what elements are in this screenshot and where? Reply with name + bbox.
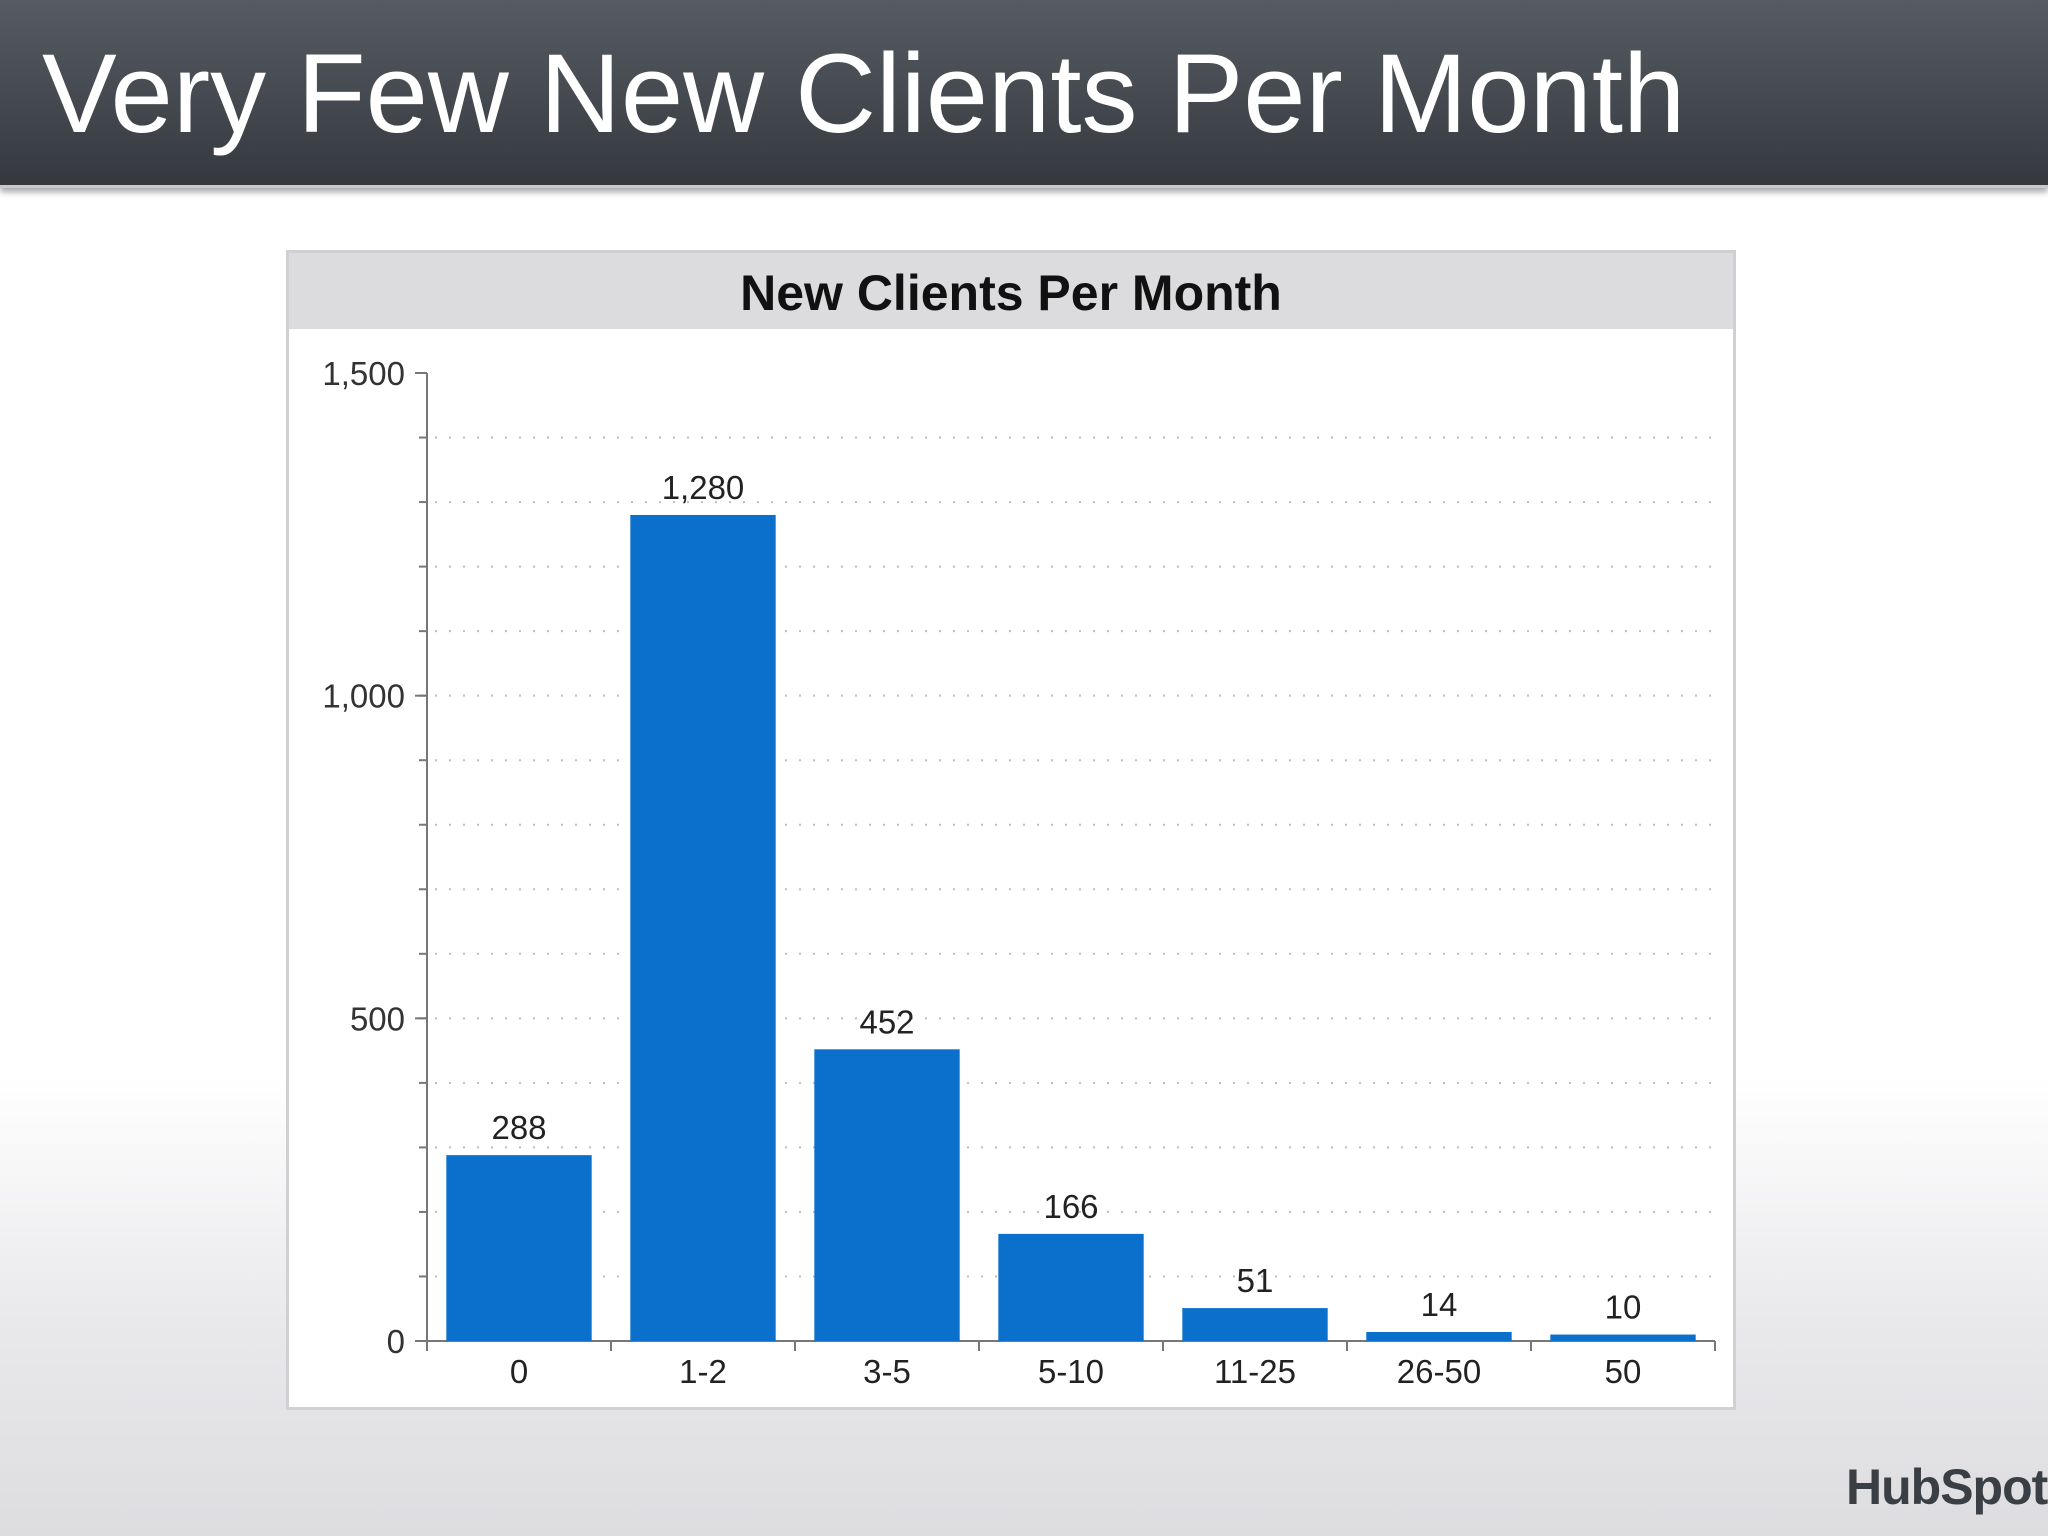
- hubspot-logo-text: HubSpot: [1846, 1459, 2048, 1515]
- bar: [1182, 1308, 1328, 1341]
- chart-header: New Clients Per Month: [289, 253, 1733, 329]
- bar: [1550, 1334, 1696, 1341]
- y-tick-label: 500: [350, 1000, 405, 1037]
- slide-title: Very Few New Clients Per Month: [42, 31, 1686, 156]
- data-label: 10: [1605, 1289, 1642, 1326]
- bar: [998, 1233, 1144, 1341]
- x-tick-label: 5-10: [1038, 1353, 1104, 1390]
- hubspot-logo: HubSpot: [1846, 1459, 2048, 1515]
- data-label: 452: [859, 1003, 914, 1040]
- bar: [630, 514, 776, 1341]
- chart-frame: New Clients Per Month 0 500 1,000 1,500 288 0…: [286, 250, 1736, 1410]
- slide-title-bar: Very Few New Clients Per Month: [0, 0, 2048, 188]
- x-tick-label: 26-50: [1397, 1353, 1481, 1390]
- bar: [814, 1049, 960, 1341]
- data-label: 51: [1237, 1262, 1274, 1299]
- chart-title: New Clients Per Month: [740, 265, 1282, 321]
- x-tick-label: 50: [1605, 1353, 1642, 1390]
- y-tick-label: 1,000: [322, 678, 405, 715]
- x-tick-label: 1-2: [679, 1353, 727, 1390]
- data-label: 166: [1043, 1188, 1098, 1225]
- data-label: 14: [1421, 1286, 1458, 1323]
- bar-chart: 0 500 1,000 1,500 288 0 1,280 1-2 452 3-5 166 5-10 5…: [322, 355, 1716, 1390]
- bar: [1366, 1331, 1512, 1341]
- y-tick-label: 0: [387, 1323, 405, 1360]
- data-label: 1,280: [662, 469, 745, 506]
- y-tick-label: 1,500: [322, 355, 405, 392]
- data-label: 288: [491, 1109, 546, 1146]
- bar: [446, 1155, 592, 1341]
- x-tick-label: 0: [510, 1353, 528, 1390]
- x-tick-label: 3-5: [863, 1353, 911, 1390]
- x-tick-label: 11-25: [1214, 1353, 1296, 1390]
